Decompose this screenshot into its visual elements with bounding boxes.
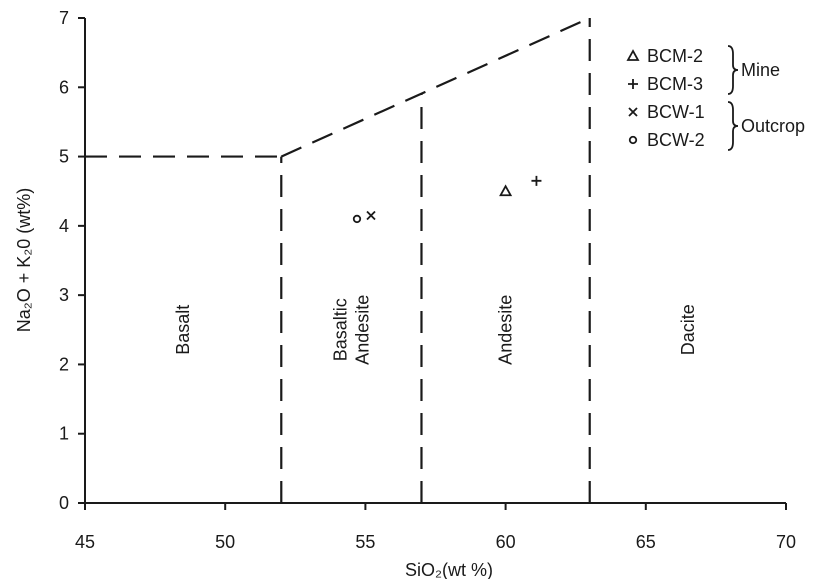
- field-label-dacite: Dacite: [678, 304, 698, 355]
- y-tick-label-3: 3: [59, 285, 69, 305]
- axes: [84, 18, 786, 504]
- data-point-bcm-3-1: [531, 175, 542, 186]
- x-tick-label-45: 45: [75, 532, 95, 552]
- field-labels: Basalt Basaltic Andesite Andesite Dacite: [173, 295, 698, 365]
- field-label-basalt: Basalt: [173, 305, 193, 355]
- y-tick-label-2: 2: [59, 354, 69, 374]
- x-axis-ticks: 45 50 55 60 65 70: [75, 503, 796, 552]
- legend-marker-bcm-3: [628, 79, 638, 89]
- field-label-andesite: Andesite: [496, 295, 516, 365]
- legend-marker-bcw-1: [628, 107, 638, 117]
- data-point-bcw-2-1: [352, 214, 362, 224]
- x-tick-label-70: 70: [776, 532, 796, 552]
- y-axis-ticks: 0 1 2 3 4 5 6 7: [59, 8, 85, 513]
- legend-label-bcm-3: BCM-3: [647, 74, 703, 94]
- y-axis-title: Na₂O + K₂0 (wt%): [14, 188, 34, 333]
- data-point-bcw-1-1: [366, 210, 376, 221]
- x-tick-label-60: 60: [496, 532, 516, 552]
- x-tick-label-50: 50: [215, 532, 235, 552]
- legend-brace-outcrop: [727, 101, 739, 151]
- x-tick-label-65: 65: [636, 532, 656, 552]
- y-tick-label-4: 4: [59, 216, 69, 236]
- x-tick-label-55: 55: [355, 532, 375, 552]
- y-tick-label-6: 6: [59, 77, 69, 97]
- legend: BCM-2 BCM-3 Mine BCW-1 BCW-2 Outcrop: [626, 45, 805, 151]
- legend-brace-mine: [727, 45, 739, 95]
- y-tick-label-7: 7: [59, 8, 69, 28]
- y-tick-label-1: 1: [59, 424, 69, 444]
- x-axis-title: SiO₂(wt %): [405, 560, 493, 579]
- legend-marker-bcm-2: [626, 49, 640, 61]
- field-label-basaltic: Basaltic: [330, 298, 350, 361]
- legend-label-bcm-2: BCM-2: [647, 46, 703, 66]
- data-points: [352, 175, 542, 224]
- y-tick-label-0: 0: [59, 493, 69, 513]
- legend-label-bcw-2: BCW-2: [647, 130, 705, 150]
- legend-marker-bcw-2: [628, 135, 638, 145]
- legend-group-outcrop: Outcrop: [741, 116, 805, 136]
- legend-group-mine: Mine: [741, 60, 780, 80]
- legend-label-bcw-1: BCW-1: [647, 102, 705, 122]
- y-tick-label-5: 5: [59, 147, 69, 167]
- field-boundary-2: [280, 16, 591, 158]
- field-boundaries: [85, 16, 591, 503]
- field-label-andesite: Andesite: [352, 295, 372, 365]
- data-point-bcm-2-1: [499, 184, 513, 197]
